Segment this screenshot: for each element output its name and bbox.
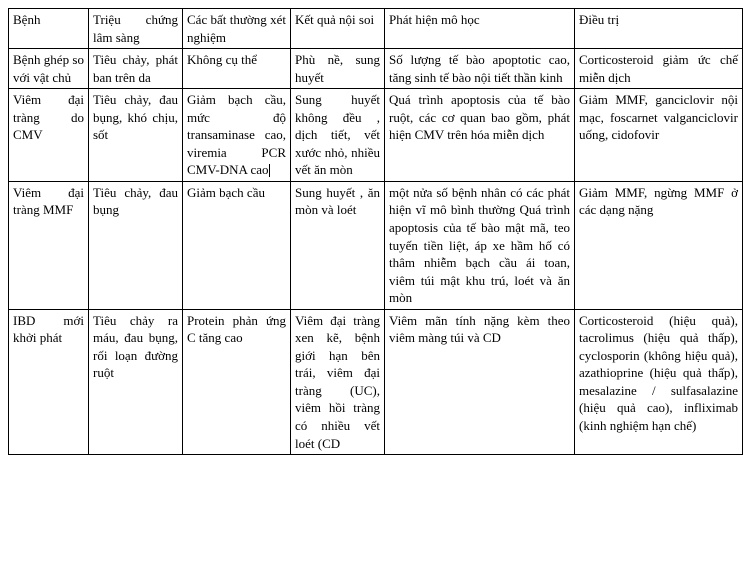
table-row: Viêm đại tràng MMF Tiêu chảy, đau bụng G… <box>9 181 743 309</box>
cell-benh: Viêm đại tràng do CMV <box>9 89 89 182</box>
col-header: Điều trị <box>575 9 743 49</box>
col-header: Các bất thường xét nghiệm <box>183 9 291 49</box>
cell-trieu-chung: Tiêu chảy, đau bụng <box>89 181 183 309</box>
cell-dieu-tri: Corticosteroid giảm ức chế miễn dịch <box>575 49 743 89</box>
cell-bat-thuong: Giảm bạch cầu, mức độ transaminase cao, … <box>183 89 291 182</box>
cell-mo-hoc: Số lượng tế bào apoptotic cao, tăng sinh… <box>385 49 575 89</box>
cell-mo-hoc: Quá trình apoptosis của tế bào ruột, các… <box>385 89 575 182</box>
cell-trieu-chung: Tiêu chảy ra máu, đau bụng, rối loạn đườ… <box>89 309 183 454</box>
cell-mo-hoc: Viêm mãn tính nặng kèm theo viêm màng tú… <box>385 309 575 454</box>
cell-benh: IBD mới khởi phát <box>9 309 89 454</box>
cell-trieu-chung: Tiêu chảy, phát ban trên da <box>89 49 183 89</box>
cell-noi-soi: Phù nề, sung huyết <box>291 49 385 89</box>
cell-mo-hoc: một nửa số bệnh nhân có các phát hiện vĩ… <box>385 181 575 309</box>
cell-dieu-tri: Giảm MMF, ngừng MMF ở các dạng nặng <box>575 181 743 309</box>
table-row: Viêm đại tràng do CMV Tiêu chảy, đau bụn… <box>9 89 743 182</box>
cell-dieu-tri: Corticosteroid (hiệu quả), tacrolimus (h… <box>575 309 743 454</box>
col-header: Phát hiện mô học <box>385 9 575 49</box>
cell-benh: Bệnh ghép so với vật chủ <box>9 49 89 89</box>
cell-bat-thuong: Không cụ thể <box>183 49 291 89</box>
col-header: Bệnh <box>9 9 89 49</box>
table-header-row: Bệnh Triệu chứng lâm sàng Các bất thường… <box>9 9 743 49</box>
table-row: IBD mới khởi phát Tiêu chảy ra máu, đau … <box>9 309 743 454</box>
cell-noi-soi: Sung huyết không đều , dịch tiết, vết xư… <box>291 89 385 182</box>
cell-bat-thuong: Protein phản ứng C tăng cao <box>183 309 291 454</box>
medical-table: Bệnh Triệu chứng lâm sàng Các bất thường… <box>8 8 743 455</box>
col-header: Kết quả nội soi <box>291 9 385 49</box>
table-row: Bệnh ghép so với vật chủ Tiêu chảy, phát… <box>9 49 743 89</box>
cell-trieu-chung: Tiêu chảy, đau bụng, khó chịu, sốt <box>89 89 183 182</box>
cell-dieu-tri: Giảm MMF, ganciclovir nội mạc, foscarnet… <box>575 89 743 182</box>
col-header: Triệu chứng lâm sàng <box>89 9 183 49</box>
cell-noi-soi: Sung huyết , ăn mòn và loét <box>291 181 385 309</box>
cell-bat-thuong: Giảm bạch cầu <box>183 181 291 309</box>
cell-benh: Viêm đại tràng MMF <box>9 181 89 309</box>
cell-noi-soi: Viêm đại tràng xen kẽ, bệnh giới hạn bên… <box>291 309 385 454</box>
